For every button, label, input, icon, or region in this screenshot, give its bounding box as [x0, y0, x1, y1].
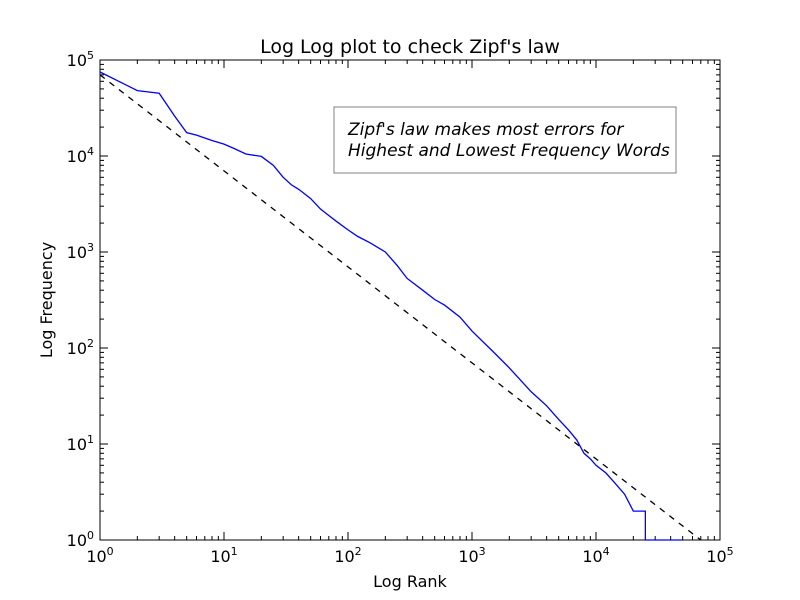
- series-layer: [99, 71, 702, 541]
- annotation-box: Zipf's law makes most errors for Highest…: [333, 106, 677, 174]
- x-tick-label: 104: [582, 545, 609, 566]
- x-axis-label: Log Rank: [373, 572, 447, 591]
- y-axis-label: Log Frequency: [37, 242, 56, 358]
- y-tick-label: 100: [67, 529, 94, 550]
- annotation-frame: [333, 106, 677, 174]
- x-axis-ticks: 100 101 102 103 104 105: [86, 545, 733, 566]
- y-axis-ticks: 100 101 102 103 104 105: [67, 49, 94, 550]
- x-tick-label: 101: [210, 545, 237, 566]
- annotation-line-2: Highest and Lowest Frequency Words: [348, 141, 670, 161]
- y-tick-label: 101: [67, 433, 94, 454]
- annotation-line-1: Zipf's law makes most errors for: [347, 120, 624, 140]
- x-tick-label: 103: [458, 545, 485, 566]
- y-tick-label: 103: [67, 241, 94, 262]
- chart-title: Log Log plot to check Zipf's law: [260, 36, 560, 58]
- word-frequency-line: [99, 71, 683, 541]
- y-tick-label: 105: [67, 49, 94, 70]
- y-tick-label: 104: [67, 145, 94, 166]
- x-tick-label: 102: [334, 545, 361, 566]
- x-tick-label: 105: [706, 545, 733, 566]
- x-tick-label: 100: [86, 545, 113, 566]
- y-tick-label: 102: [67, 337, 94, 358]
